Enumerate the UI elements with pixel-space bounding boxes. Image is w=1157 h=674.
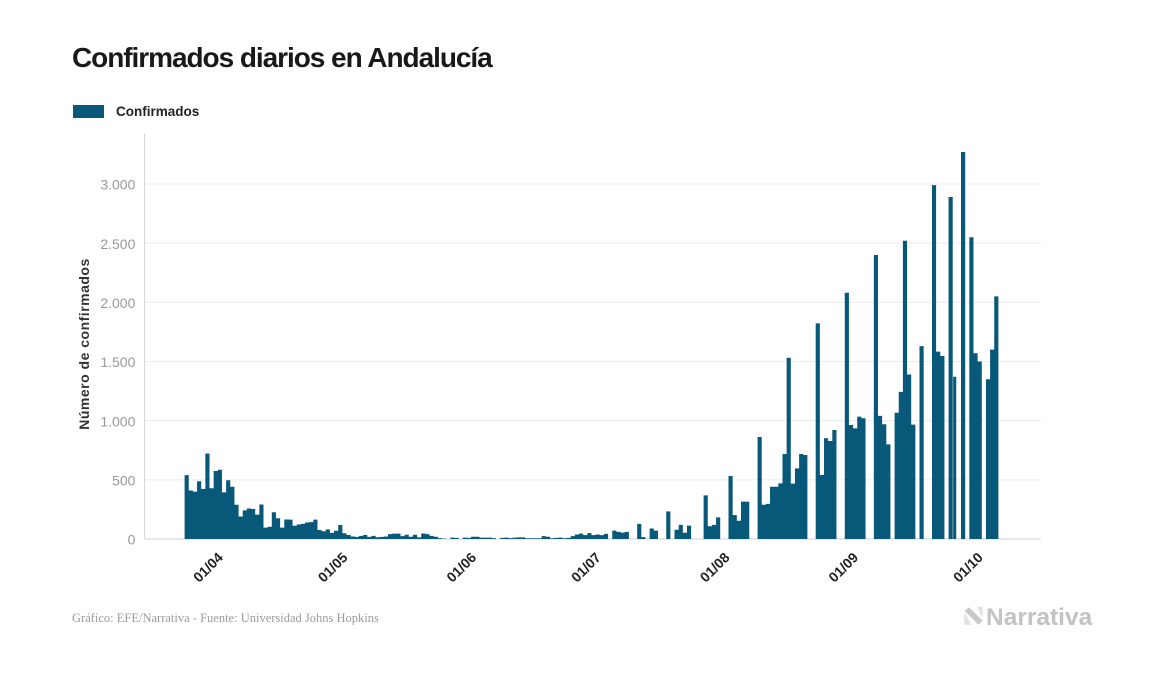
svg-text:01/04: 01/04: [190, 549, 226, 585]
svg-text:01/07: 01/07: [568, 549, 604, 585]
svg-text:2.500: 2.500: [100, 236, 135, 252]
svg-text:1.500: 1.500: [100, 354, 135, 370]
svg-text:Número de confirmados: Número de confirmados: [76, 258, 92, 430]
svg-text:01/10: 01/10: [950, 549, 986, 585]
svg-text:1.000: 1.000: [100, 413, 135, 429]
svg-text:500: 500: [112, 473, 136, 489]
svg-text:01/09: 01/09: [825, 549, 861, 585]
svg-text:3.000: 3.000: [100, 177, 135, 193]
svg-text:01/08: 01/08: [697, 549, 733, 585]
svg-text:01/05: 01/05: [315, 549, 351, 585]
svg-text:Narrativa: Narrativa: [986, 604, 1093, 631]
svg-text:2.000: 2.000: [100, 295, 135, 311]
svg-text:01/06: 01/06: [443, 549, 479, 585]
svg-text:0: 0: [128, 532, 136, 548]
